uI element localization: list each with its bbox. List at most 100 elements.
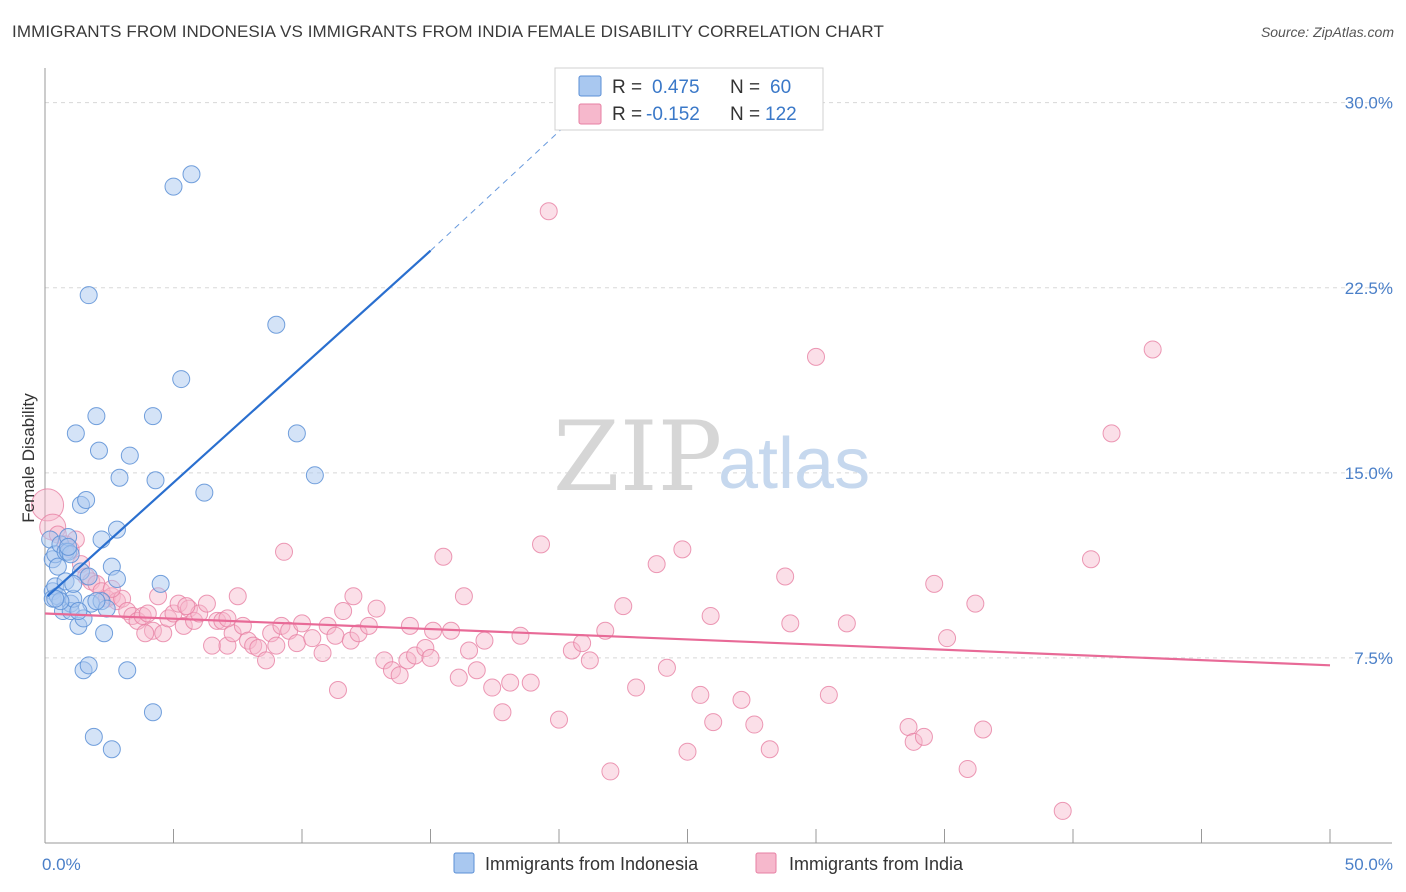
india-point — [1143, 340, 1162, 359]
trend-lines — [44, 107, 1331, 667]
india-point — [925, 574, 944, 593]
indonesia-trend-line — [46, 249, 432, 598]
legend-r-label-india: R = — [612, 104, 642, 125]
india-point — [449, 668, 468, 687]
india-point — [958, 759, 977, 778]
indonesia-point — [59, 537, 78, 556]
india-point — [627, 678, 646, 697]
y-tick-label-3: 30.0% — [1345, 94, 1393, 113]
india-point — [678, 742, 697, 761]
india-point — [424, 621, 443, 640]
india-point — [781, 614, 800, 633]
legend-n-label-indonesia: N = — [730, 77, 760, 98]
legend-n-label-india: N = — [730, 104, 760, 125]
india-point — [562, 641, 581, 660]
india-point — [938, 629, 957, 648]
india-point — [550, 710, 568, 729]
indonesia-point — [77, 490, 96, 509]
india-point — [511, 626, 530, 645]
india-point — [328, 681, 347, 699]
series-legend: Immigrants from Indonesia Immigrants fro… — [453, 852, 964, 874]
indonesia-point — [120, 446, 139, 465]
indonesia-point — [172, 370, 191, 389]
india-point — [483, 678, 502, 697]
india-point — [174, 616, 193, 635]
indonesia-point — [87, 592, 106, 611]
india-point — [375, 651, 394, 670]
indonesia-point — [95, 624, 114, 643]
india-point — [819, 685, 838, 704]
india-point — [493, 703, 512, 722]
india-point — [267, 636, 286, 655]
indonesia-point — [89, 441, 108, 460]
india-point — [136, 624, 155, 643]
india-point — [732, 690, 751, 709]
indonesia-point — [87, 407, 106, 426]
india-point — [704, 713, 723, 732]
india-point — [197, 594, 216, 613]
indonesia-point — [48, 557, 67, 576]
india-point — [239, 631, 258, 650]
india-point — [467, 661, 486, 680]
legend-n-value-indonesia: 60 — [770, 77, 791, 98]
india-point — [673, 540, 692, 559]
indonesia-point — [146, 471, 165, 490]
x-tick-label-0: 0.0% — [42, 855, 81, 874]
india-point — [521, 673, 540, 692]
bottom-legend-indonesia: Immigrants from Indonesia — [485, 854, 699, 874]
india-points — [31, 202, 1162, 820]
y-axis-label: Female Disability — [19, 393, 38, 523]
indonesia-point — [151, 574, 170, 593]
india-point — [1081, 550, 1100, 569]
legend-r-value-indonesia: 0.475 — [652, 77, 700, 98]
indonesia-point — [182, 165, 201, 184]
india-point — [745, 715, 764, 734]
source-credit: Source: ZipAtlas.com — [1260, 24, 1394, 40]
india-point — [966, 594, 985, 613]
indonesia-point — [107, 569, 126, 588]
indonesia-point — [110, 468, 129, 487]
india-point — [573, 634, 592, 653]
legend-swatch-india — [578, 103, 602, 125]
india-point — [647, 555, 666, 574]
india-point — [501, 673, 520, 692]
bottom-legend-india: Immigrants from India — [789, 854, 964, 874]
indonesia-point — [195, 483, 214, 502]
india-point — [807, 347, 825, 366]
india-point — [313, 643, 332, 662]
indonesia-point — [143, 703, 162, 722]
india-point — [400, 616, 419, 635]
india-point — [1053, 801, 1072, 820]
india-point — [760, 740, 779, 759]
india-point — [287, 634, 306, 653]
india-point — [454, 587, 473, 606]
y-tick-label-2: 22.5% — [1345, 279, 1393, 298]
indonesia-point — [143, 407, 162, 426]
india-point — [914, 727, 933, 746]
x-tick-label-1: 50.0% — [1345, 855, 1393, 874]
india-point — [406, 646, 425, 665]
india-point — [601, 762, 620, 781]
indonesia-points — [41, 165, 324, 759]
indonesia-point — [287, 424, 306, 443]
india-point — [177, 597, 196, 616]
bottom-legend-swatch-india — [755, 852, 777, 874]
india-point — [475, 631, 494, 650]
indonesia-point — [79, 567, 98, 586]
india-point — [228, 587, 247, 606]
legend-r-value-india: -0.152 — [646, 104, 700, 125]
india-point — [421, 648, 440, 667]
india-point — [532, 535, 551, 554]
india-point — [837, 614, 856, 633]
india-point — [539, 202, 558, 221]
india-point — [434, 547, 453, 566]
chart-title: IMMIGRANTS FROM INDONESIA VS IMMIGRANTS … — [12, 22, 884, 41]
india-point — [580, 651, 599, 670]
india-point — [390, 666, 409, 685]
legend-n-value-india: 122 — [765, 104, 797, 125]
india-point — [334, 602, 353, 621]
india-point — [614, 597, 633, 616]
india-point — [341, 631, 360, 650]
gridlines — [45, 102, 1392, 659]
y-tick-label-1: 15.0% — [1345, 464, 1393, 483]
